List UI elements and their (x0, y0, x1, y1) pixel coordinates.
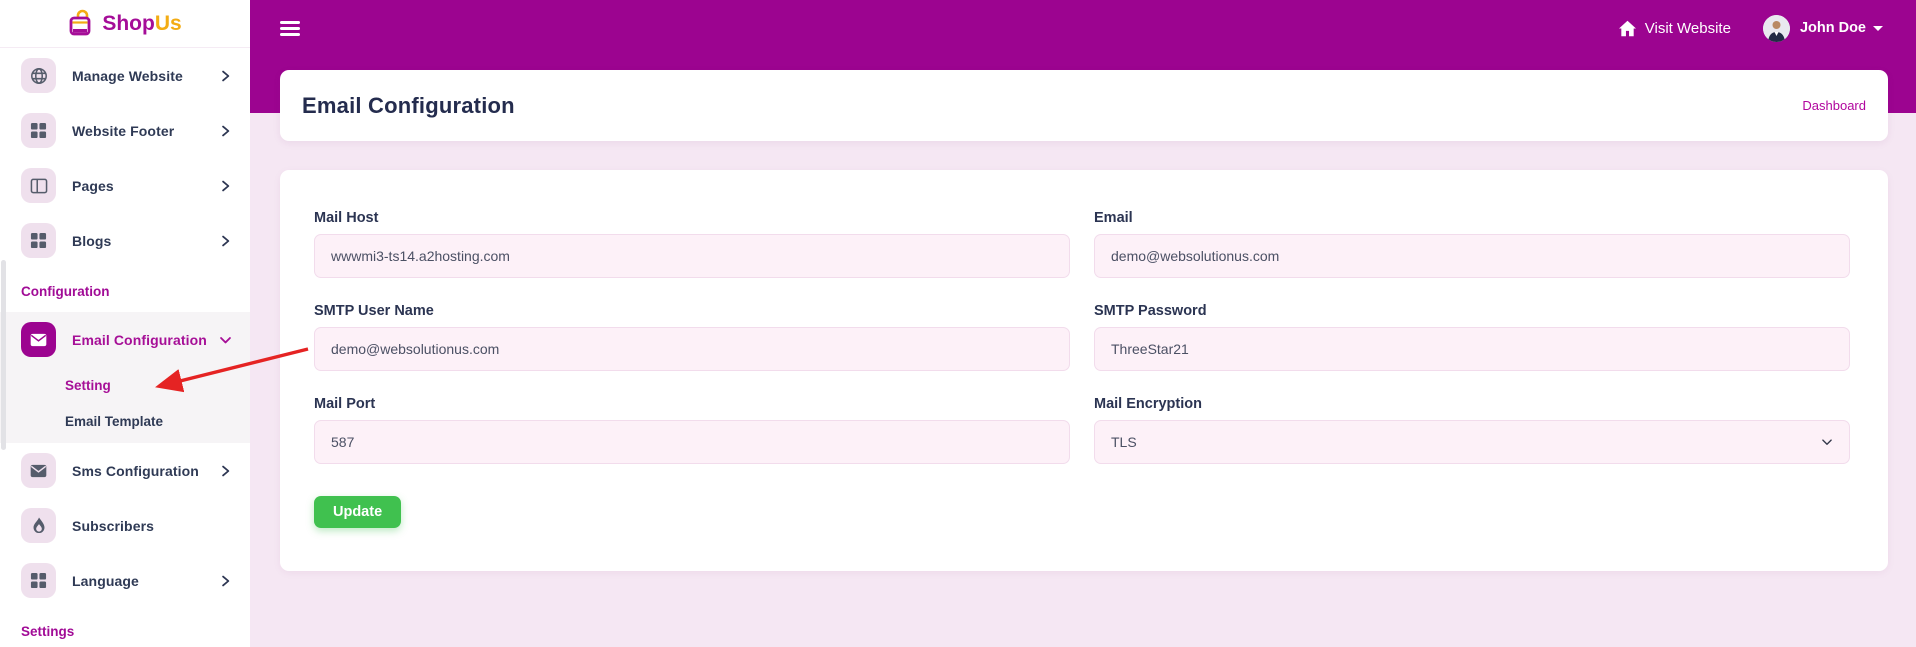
user-name: John Doe (1799, 20, 1866, 36)
sidebar-item-website-footer[interactable]: Website Footer (0, 103, 250, 158)
chevron-right-icon (219, 124, 232, 137)
update-button[interactable]: Update (314, 496, 402, 528)
grid-icon (21, 113, 56, 148)
section-label-settings: Settings (21, 624, 75, 639)
hamburger-icon[interactable] (280, 18, 300, 39)
grid-icon (21, 223, 56, 258)
smtp-user-name-label: SMTP User Name (314, 303, 434, 319)
mail-port-input[interactable] (314, 420, 1070, 464)
chevron-right-icon (219, 234, 232, 247)
sidebar-item-label: Email Configuration (72, 331, 207, 348)
field-mail-host: Mail Host (314, 210, 1070, 278)
shopping-bag-lock-icon (69, 9, 91, 36)
sidebar-item-label: Blogs (72, 232, 112, 249)
sidebar-scrollbar[interactable] (1, 70, 6, 630)
smtp-password-label: SMTP Password (1094, 303, 1207, 319)
email-label: Email (1094, 210, 1133, 226)
avatar (1762, 14, 1790, 42)
brand-name: ShopUs (102, 11, 182, 35)
caret-down-icon (1873, 25, 1883, 31)
chevron-right-icon (219, 464, 232, 477)
field-mail-port: Mail Port (314, 396, 1070, 464)
mail-encryption-select[interactable]: TLS (1094, 420, 1850, 464)
chevron-right-icon (219, 179, 232, 192)
sidebar-subitem-email-template[interactable]: Email Template (65, 413, 164, 429)
sidebar-item-label: Manage Website (72, 67, 183, 84)
sidebar-item-subscribers[interactable]: Subscribers (0, 498, 250, 553)
sidebar: ShopUs Manage Website Website Footer (0, 0, 250, 647)
sidebar-item-manage-website[interactable]: Manage Website (0, 48, 250, 103)
user-menu[interactable]: John Doe (1762, 14, 1883, 42)
select-chevron-down-icon (1822, 439, 1832, 445)
sidebar-item-email-configuration[interactable]: Email Configuration (0, 312, 250, 367)
chevron-right-icon (219, 69, 232, 82)
sidebar-item-label: Language (72, 572, 139, 589)
page-title: Email Configuration (302, 92, 515, 118)
mail-port-label: Mail Port (314, 396, 376, 412)
sidebar-menu: Manage Website Website Footer (0, 48, 250, 642)
field-mail-encryption: Mail Encryption TLS (1094, 396, 1850, 464)
mail-encryption-label: Mail Encryption (1094, 396, 1202, 412)
sidebar-item-language[interactable]: Language (0, 553, 250, 608)
smtp-password-input[interactable] (1094, 327, 1850, 371)
page-header-card: Email Configuration Dashboard (280, 70, 1888, 141)
visit-website-link[interactable]: Visit Website (1618, 20, 1731, 37)
globe-icon (21, 58, 56, 93)
home-icon (1618, 20, 1636, 36)
chevron-down-icon (219, 333, 232, 346)
brand-logo[interactable]: ShopUs (0, 0, 250, 48)
field-smtp-user-name: SMTP User Name (314, 303, 1070, 371)
mail-host-input[interactable] (314, 234, 1070, 278)
flame-icon (21, 508, 56, 543)
smtp-user-name-input[interactable] (314, 327, 1070, 371)
sidebar-subitem-setting[interactable]: Setting (65, 377, 111, 393)
sidebar-item-sms-configuration[interactable]: Sms Configuration (0, 443, 250, 498)
sidebar-item-pages[interactable]: Pages (0, 158, 250, 213)
visit-website-label: Visit Website (1644, 19, 1731, 37)
email-configuration-form-card: Mail Host Email SMTP User Name SMTP Pass… (280, 170, 1888, 571)
sidebar-item-label: Subscribers (72, 517, 155, 534)
sidebar-item-label: Pages (72, 177, 114, 194)
envelope-icon (21, 453, 56, 488)
grid-icon (21, 563, 56, 598)
chevron-right-icon (219, 574, 232, 587)
email-input[interactable] (1094, 234, 1850, 278)
field-smtp-password: SMTP Password (1094, 303, 1850, 371)
sidebar-item-label: Website Footer (72, 122, 175, 139)
email-configuration-group: Email Configuration Setting Email Templa… (0, 312, 250, 443)
mail-encryption-selected-value: TLS (1111, 434, 1137, 450)
field-email: Email (1094, 210, 1850, 278)
sidebar-item-label: Sms Configuration (72, 462, 199, 479)
layout-icon (21, 168, 56, 203)
section-label-configuration: Configuration (21, 284, 110, 299)
sidebar-item-blogs[interactable]: Blogs (0, 213, 250, 268)
envelope-icon (21, 322, 56, 357)
mail-host-label: Mail Host (314, 210, 379, 226)
breadcrumb-dashboard-link[interactable]: Dashboard (1802, 98, 1866, 113)
